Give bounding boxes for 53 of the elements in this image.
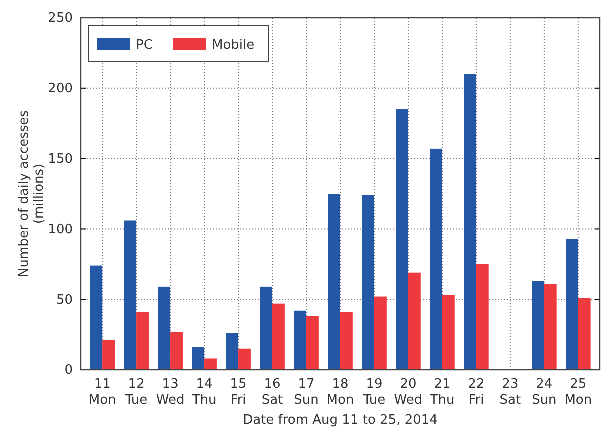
- bar: [442, 295, 455, 370]
- x-tick-label: 11 Mon: [88, 377, 116, 408]
- bar: [396, 110, 408, 370]
- x-tick-label: 12 Tue: [124, 377, 148, 408]
- x-tick-label: 15 Fri: [230, 377, 247, 408]
- bar: [294, 310, 307, 370]
- legend-label: Mobile: [212, 38, 255, 53]
- bar: [124, 220, 137, 370]
- y-axis-title: Number of daily accesses (millions): [17, 110, 47, 278]
- x-tick-label: 19 Tue: [362, 377, 386, 408]
- x-tick-label: 17 Sun: [294, 377, 319, 408]
- x-tick-label: 25 Mon: [564, 377, 592, 408]
- bar: [204, 358, 217, 370]
- x-tick-label: 20 Wed: [394, 377, 423, 408]
- bar: [566, 239, 578, 370]
- bar: [102, 340, 115, 370]
- y-tick-label: 0: [64, 363, 73, 378]
- bar: [260, 286, 273, 370]
- y-tick-label: 100: [48, 222, 73, 238]
- legend-label: PC: [136, 38, 153, 53]
- bar: [374, 296, 387, 370]
- bar: [532, 281, 544, 370]
- bar: [362, 195, 374, 370]
- x-axis-title: Date from Aug 11 to 25, 2014: [243, 413, 438, 428]
- x-tick-label: 22 Fri: [468, 377, 485, 408]
- bar: [226, 333, 239, 370]
- bar: [170, 332, 183, 370]
- bar: [328, 194, 340, 370]
- x-tick-label: 24 Sun: [532, 377, 557, 408]
- bar: [306, 316, 319, 370]
- bar: [340, 312, 353, 370]
- bar: [408, 272, 421, 370]
- bar: [90, 266, 103, 370]
- y-tick-label: 200: [48, 82, 73, 97]
- bar: [464, 74, 476, 370]
- x-tick-label: 21 Thu: [429, 377, 455, 408]
- bar: [578, 298, 591, 370]
- bar: [476, 264, 489, 370]
- x-tick-label: 16 Sat: [262, 377, 284, 408]
- bar: [192, 347, 205, 370]
- x-tick-label: 18 Mon: [326, 377, 354, 408]
- bar: [238, 348, 251, 370]
- bar: [430, 148, 442, 370]
- x-tick-label: 13 Wed: [156, 377, 185, 408]
- x-tick-label: 23 Sat: [500, 377, 522, 408]
- x-tick-label: 14 Thu: [191, 377, 217, 408]
- y-tick-label: 250: [48, 11, 73, 26]
- y-tick-label: 150: [48, 152, 73, 167]
- y-tick-label: 50: [56, 292, 73, 308]
- bar: [544, 284, 557, 370]
- bar: [136, 312, 149, 370]
- bar: [158, 286, 171, 370]
- bar: [272, 304, 285, 370]
